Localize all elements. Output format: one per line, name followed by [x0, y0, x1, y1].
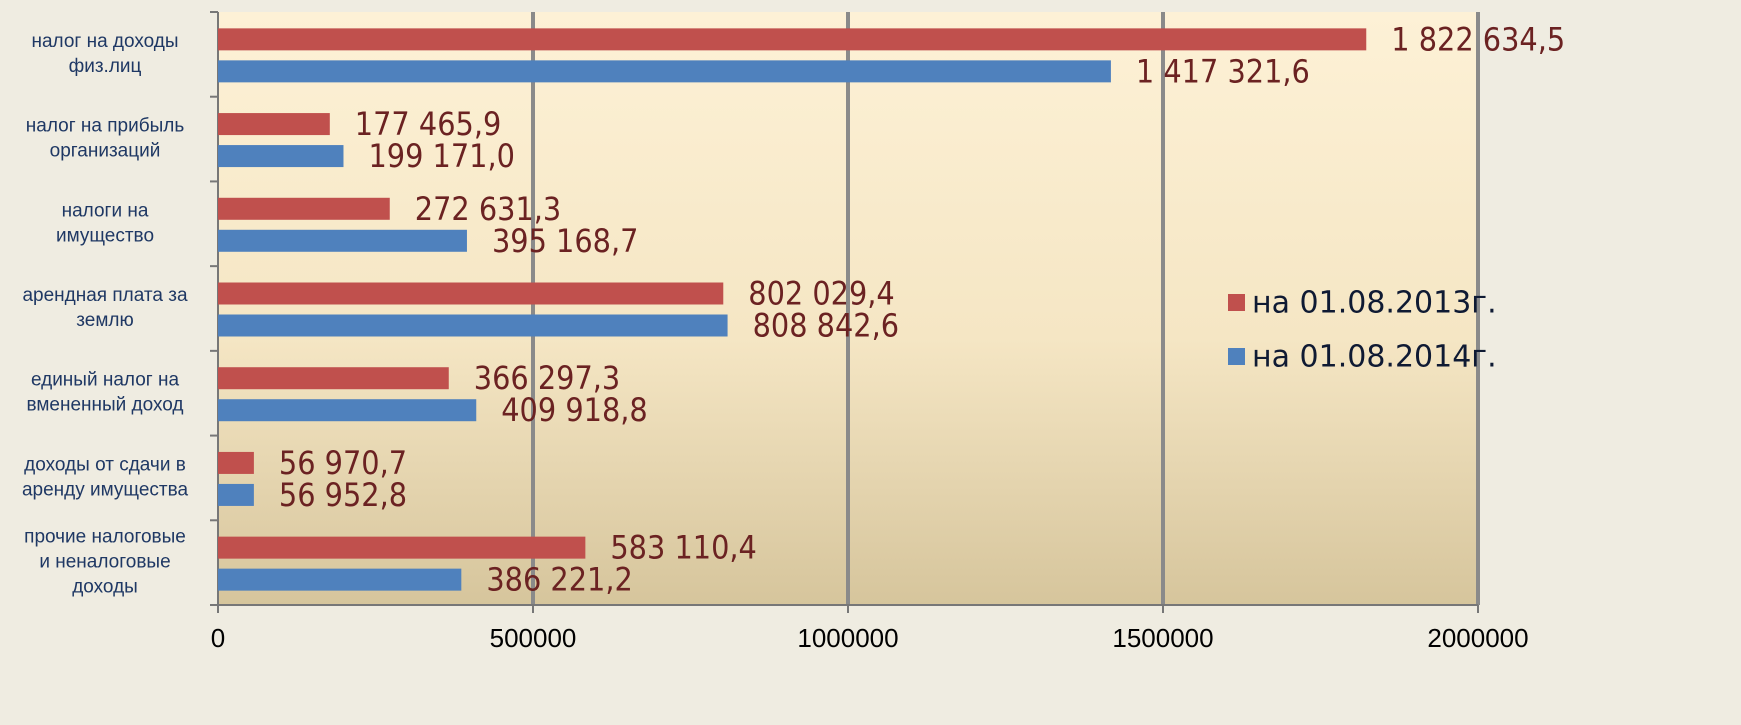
category-line: землю: [76, 310, 133, 331]
bar: [218, 197, 390, 220]
x-tick-label: 1500000: [1112, 623, 1213, 653]
bar: [218, 282, 724, 305]
value-label: 583 110,4: [610, 529, 756, 567]
x-tick-label: 1000000: [797, 623, 898, 653]
category-line: имущество: [56, 225, 154, 246]
category-label: арендная плата за землю: [22, 285, 187, 331]
value-label: 56 952,8: [279, 476, 407, 514]
bar: [218, 60, 1111, 83]
value-label: 272 631,3: [415, 190, 561, 228]
x-tick-label: 2000000: [1427, 623, 1528, 653]
category-label: налоги на имущество: [56, 200, 154, 246]
x-tick-label: 0: [211, 623, 225, 653]
bar: [218, 399, 477, 422]
legend-label: на 01.08.2014г.: [1252, 340, 1497, 375]
value-label: 386 221,2: [486, 561, 632, 599]
legend-label: на 01.08.2013г.: [1252, 286, 1497, 321]
value-label: 199 171,0: [368, 137, 514, 175]
bar: [218, 28, 1367, 51]
bar: [218, 314, 728, 337]
category-line: арендная плата за: [22, 285, 187, 306]
category-label: прочие налоговые и неналоговые доходы: [24, 527, 186, 598]
category-line: физ.лиц: [69, 56, 142, 77]
value-label: 395 168,7: [492, 222, 638, 260]
category-label: налог на доходы физ.лиц: [31, 31, 178, 77]
bar: [218, 229, 467, 252]
value-label: 1 822 634,5: [1391, 20, 1565, 58]
bar: [218, 113, 330, 136]
legend-swatch: [1228, 294, 1245, 311]
value-label: 366 297,3: [474, 359, 620, 397]
bar: [218, 145, 344, 168]
value-label: 56 970,7: [279, 444, 407, 482]
legend-swatch: [1228, 348, 1245, 365]
value-label: 177 465,9: [355, 105, 501, 143]
category-line: налог на прибыль: [26, 116, 185, 137]
category-line: вмененный доход: [26, 395, 183, 416]
bar: [218, 367, 449, 390]
category-label: единый налог на вмененный доход: [26, 370, 183, 416]
category-line: и неналоговые: [39, 552, 170, 573]
category-line: организаций: [50, 141, 161, 162]
category-label: доходы от сдачи в аренду имущества: [22, 454, 189, 500]
category-line: налоги на: [62, 200, 149, 221]
value-label: 409 918,8: [501, 391, 647, 429]
category-line: доходы от сдачи в: [24, 454, 186, 475]
value-label: 1 417 321,6: [1136, 52, 1310, 90]
value-label: 808 842,6: [753, 307, 899, 345]
x-tick-label: 500000: [490, 623, 577, 653]
category-label: налог на прибыль организаций: [26, 116, 185, 162]
category-line: доходы: [72, 577, 138, 598]
category-line: аренду имущества: [22, 479, 189, 500]
bar: [218, 451, 254, 474]
bar: [218, 568, 462, 591]
bar: [218, 483, 254, 506]
value-label: 802 029,4: [748, 275, 894, 313]
category-line: налог на доходы: [31, 31, 178, 52]
bar: [218, 536, 586, 559]
category-line: прочие налоговые: [24, 527, 186, 548]
category-line: единый налог на: [31, 370, 180, 391]
